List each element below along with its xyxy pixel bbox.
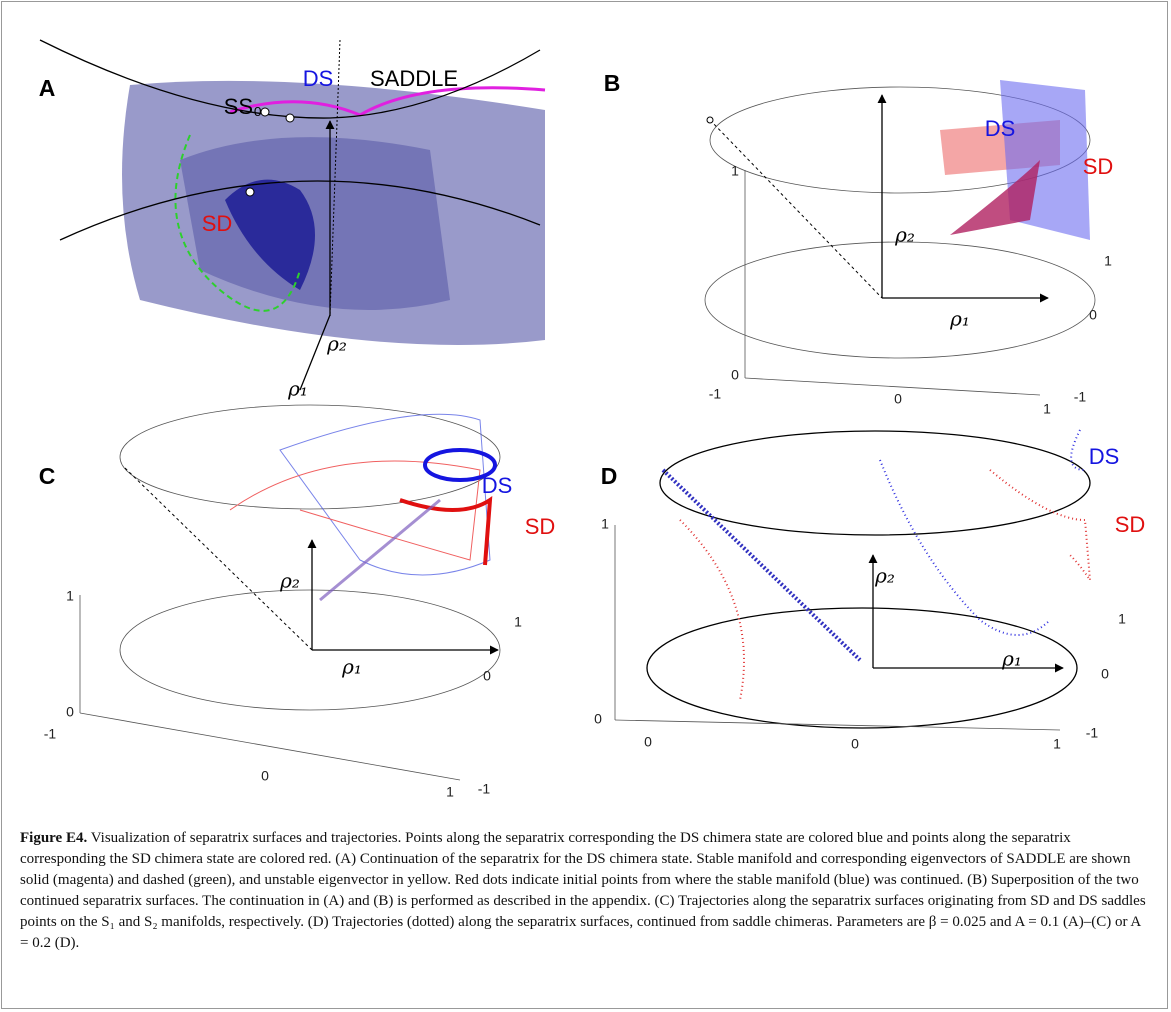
annotation: SS₀ xyxy=(224,94,262,119)
panel-label: D xyxy=(601,463,618,489)
figure: A SS₀ DS SADDLE SD ρ₂ ρ₁ B DS SD ρ₂ ρ₁ 1… xyxy=(39,39,1146,800)
annotation: DS xyxy=(482,473,513,498)
annotation: SD xyxy=(1083,154,1114,179)
tick-label: 1 xyxy=(514,614,522,630)
axis-label: ρ₁ xyxy=(341,655,362,679)
tick-label: 0 xyxy=(731,367,739,383)
axis-label: ρ₂ xyxy=(279,569,300,593)
tick-label: -1 xyxy=(1074,389,1087,405)
tick-label: 1 xyxy=(601,516,609,532)
caption-label: Figure E4. xyxy=(20,830,88,846)
tick-label: 1 xyxy=(731,163,739,179)
tick-label: 1 xyxy=(1118,611,1126,627)
annotation: SADDLE xyxy=(370,66,458,91)
tick-label: 1 xyxy=(446,784,454,800)
tick-label: 0 xyxy=(1089,307,1097,323)
panel-b: B DS SD ρ₂ ρ₁ 1 0 -1 0 1 -1 0 1 xyxy=(604,70,1114,417)
tick-label: 0 xyxy=(483,668,491,684)
tick-label: -1 xyxy=(1086,725,1099,741)
annotation: SD xyxy=(1115,512,1146,537)
tick-label: -1 xyxy=(709,386,722,402)
tick-label: 0 xyxy=(66,704,74,720)
annotation: SD xyxy=(202,211,233,236)
axis-label: ρ₁ xyxy=(1001,647,1022,671)
tick-label: 0 xyxy=(594,711,602,727)
panel-c: C DS SD ρ₂ ρ₁ 1 0 -1 0 1 -1 0 1 xyxy=(39,404,556,800)
tick-label: 1 xyxy=(1104,253,1112,269)
tick-label: 1 xyxy=(1053,736,1061,752)
axis-label: ρ₂ xyxy=(326,332,347,356)
axis-label: ρ₂ xyxy=(874,564,895,588)
tick-label: -1 xyxy=(44,726,57,742)
annotation: SD xyxy=(525,514,556,539)
tick-label: 0 xyxy=(851,736,859,752)
axis-label: ρ₁ xyxy=(287,377,308,401)
tick-label: -1 xyxy=(478,781,491,797)
annotation: DS xyxy=(303,66,334,91)
panel-label: B xyxy=(604,70,621,96)
axis-label: ρ₂ xyxy=(894,223,915,247)
tick-label: 0 xyxy=(1101,666,1109,682)
tick-label: 0 xyxy=(894,391,902,407)
panel-a: A SS₀ DS SADDLE SD ρ₂ ρ₁ xyxy=(39,39,546,401)
axis-label: ρ₁ xyxy=(949,307,970,331)
panel-label: A xyxy=(39,75,56,101)
caption: Figure E4. Visualization of separatrix s… xyxy=(20,828,1150,954)
panel-d: D DS SD ρ₂ ρ₁ 1 0 0 0 1 -1 0 1 xyxy=(594,429,1146,752)
tick-label: 0 xyxy=(644,734,652,750)
tick-label: 1 xyxy=(1043,401,1051,417)
annotation: DS xyxy=(985,116,1016,141)
tick-label: 1 xyxy=(66,588,74,604)
caption-text: Visualization of separatrix surfaces and… xyxy=(20,830,1146,951)
tick-label: 0 xyxy=(261,768,269,784)
panel-label: C xyxy=(39,463,56,489)
annotation: DS xyxy=(1089,444,1120,469)
